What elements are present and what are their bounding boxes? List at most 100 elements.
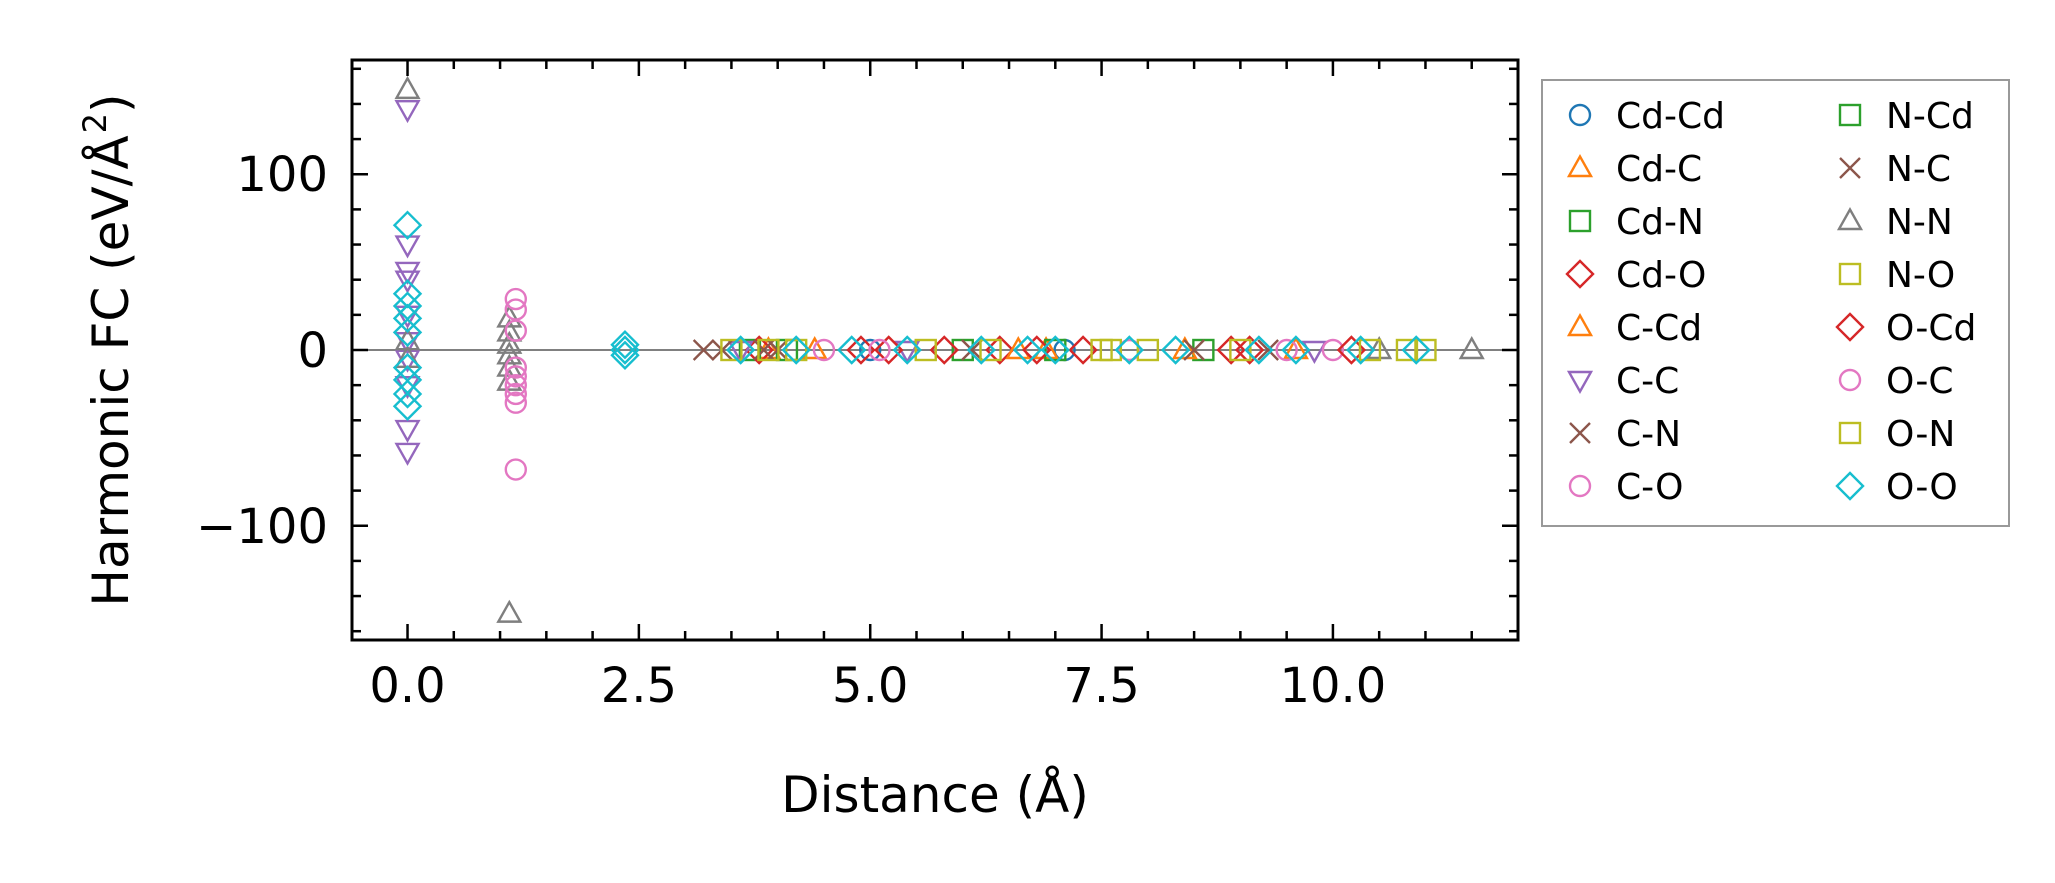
legend-item: N-N [1836,202,1953,243]
data-point [1395,338,1419,362]
data-point [894,340,921,364]
legend-item: N-Cd [1838,96,1974,137]
legend-label: Cd-N [1616,202,1704,243]
y-axis-title-main: Harmonic FC (eV/Å [82,135,140,606]
legend-item: C-O [1568,467,1683,508]
x-tick-label: 7.5 [1063,658,1139,714]
legend-label: C-O [1616,467,1683,508]
data-point [1244,335,1274,365]
x-tick-label: 5.0 [832,658,908,714]
legend-item: O-O [1835,467,1958,508]
data-point [1005,336,1032,360]
legend-marker [1566,370,1594,394]
series-c-o [812,338,1345,362]
y-tick-label: −100 [196,499,328,555]
series-o-o [392,210,1431,421]
data-point [504,356,527,379]
data-point [496,318,523,342]
data-point [720,338,743,362]
legend-marker [1566,313,1594,337]
y-axis-title: Harmonic FC (eV/Å2) [76,93,140,606]
data-point [1114,335,1145,365]
legend-item: O-C [1838,361,1953,402]
data-point [394,442,421,466]
legend-label: O-C [1886,361,1953,402]
data-point [961,339,983,361]
legend-label: C-N [1616,414,1681,455]
legend: Cd-Cd Cd-C Cd-N Cd-O C-Cd C-C C-N C-O N-Cd N-C N-N… [1541,79,2010,527]
data-point [504,319,527,342]
legend-marker [1568,209,1592,233]
legend-marker [1835,312,1865,342]
data-point [394,100,421,124]
legend-marker [1566,154,1594,178]
data-point [504,391,527,414]
data-point [738,338,762,362]
data-point [1040,335,1070,365]
data-point [504,365,527,388]
legend-label: N-N [1886,202,1953,243]
data-point [610,340,640,370]
legend-marker [1568,474,1592,498]
plot-frame [350,58,1520,642]
data-point [837,335,867,365]
data-point [1275,338,1298,362]
legend-item: N-O [1838,255,1955,296]
legend-item: C-N [1569,414,1681,455]
data-point [784,338,808,362]
legend-marker [1835,471,1865,501]
data-point [392,210,423,240]
data-point [1257,339,1279,361]
data-point [392,317,423,348]
data-point [781,335,811,365]
data-point [1136,338,1160,362]
legend-label: N-Cd [1886,96,1974,137]
data-point [1414,338,1437,362]
legend-item: N-C [1839,149,1951,190]
series-o-c [504,287,1298,481]
y-axis-title-close: ) [82,93,140,113]
data-points [392,75,1485,623]
x-tick-labels: 0.0 2.5 5.0 7.5 10.0 [369,658,1386,714]
data-point [496,341,523,365]
data-point [504,458,527,481]
data-point [757,338,780,362]
data-point [1282,336,1309,360]
data-point [394,332,421,356]
legend-marker [1565,259,1595,289]
data-point [1044,338,1067,362]
data-point [610,335,640,365]
data-point [1229,338,1252,362]
data-point [610,330,640,360]
data-point [1345,335,1376,365]
data-point [394,270,421,294]
legend-label: N-O [1886,255,1955,296]
data-point [504,287,527,311]
data-point [914,338,937,362]
data-point [1099,338,1123,362]
legend-item: Cd-O [1565,255,1706,296]
data-point [1321,338,1345,362]
data-point [496,330,523,354]
legend-label: O-Cd [1886,308,1976,349]
data-point [504,382,527,406]
legend-marker [1569,422,1591,444]
legend-label: C-Cd [1616,308,1702,349]
legend-marker [1839,157,1861,179]
data-point [496,367,523,391]
data-point [1358,338,1382,362]
y-tick-label: 0 [297,323,328,379]
legend-marker [1568,103,1592,127]
data-point [392,303,423,334]
data-point [1118,338,1141,362]
legend-label: Cd-O [1616,255,1706,296]
data-point [1012,335,1043,365]
data-point [394,75,421,100]
data-point [392,391,423,421]
x-axis-title: Distance (Å) [781,766,1089,824]
data-point [966,335,996,365]
x-tick-label: 10.0 [1279,658,1386,714]
series-o-n [757,338,1437,362]
legend-item: Cd-N [1568,202,1704,243]
